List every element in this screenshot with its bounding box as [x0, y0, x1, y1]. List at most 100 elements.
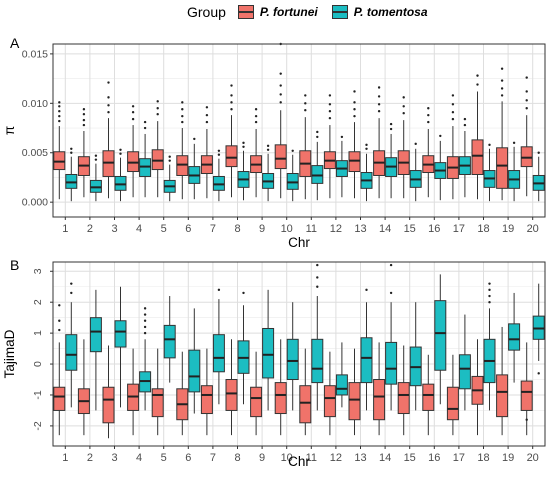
box [397, 382, 410, 415]
y-tick-label: 3 [32, 268, 44, 274]
outlier-point [451, 111, 455, 114]
box [262, 327, 275, 379]
outlier-point [389, 291, 393, 295]
x-tick-label: 1 [62, 223, 68, 235]
outlier-point [402, 96, 405, 99]
outlier-point [439, 134, 442, 138]
box [458, 354, 471, 390]
outlier-point [279, 72, 282, 75]
y-tick-label: -2 [32, 421, 44, 430]
outlier-point [427, 113, 430, 117]
outlier-point [82, 118, 86, 122]
outlier-point [365, 288, 368, 292]
outlier-point [131, 111, 135, 114]
outlier-point [254, 108, 258, 111]
y-tick-label: 1 [32, 330, 44, 336]
outlier-point [340, 135, 344, 139]
outlier-point [328, 116, 332, 120]
box [89, 317, 102, 353]
outlier-point [254, 120, 258, 124]
y-tick-label: -1 [32, 390, 44, 399]
x-tick-label: 10 [281, 452, 293, 464]
x-tick-label: 18 [477, 223, 489, 235]
outlier-point [70, 147, 73, 150]
x-tick-label: 19 [502, 452, 514, 464]
box [348, 382, 361, 421]
outlier-point [427, 120, 430, 124]
y-tick-label: 0.015 [22, 48, 48, 60]
x-tick-label: 8 [234, 223, 240, 235]
outlier-point [488, 301, 491, 304]
y-tick-label: 0.010 [22, 98, 48, 110]
x-axis-title: Chr [288, 454, 310, 469]
outlier-point [217, 149, 221, 152]
box [508, 323, 521, 351]
box [65, 334, 78, 371]
outlier-point [181, 120, 184, 124]
x-tick-label: 11 [306, 452, 317, 464]
outlier-point [230, 94, 233, 97]
outlier-point [377, 95, 381, 98]
outlier-point [242, 291, 245, 295]
outlier-point [365, 143, 368, 147]
outlier-point [488, 282, 491, 285]
outlier-point [488, 288, 491, 292]
outlier-point [107, 96, 110, 99]
outlier-point [525, 76, 528, 79]
box [151, 388, 164, 418]
box [471, 139, 484, 175]
outlier-point [70, 151, 73, 154]
outlier-point [82, 108, 86, 111]
legend-label-fortunei: P. fortunei [259, 5, 318, 19]
y-tick-label: 0 [32, 361, 44, 367]
box [274, 144, 287, 170]
box [446, 386, 459, 421]
outlier-point [156, 100, 159, 103]
outlier-point [181, 114, 184, 118]
legend: Group P. fortunei P. tomentosa [0, 0, 550, 30]
box [385, 341, 398, 385]
box [250, 386, 263, 418]
outlier-point [525, 99, 528, 102]
box [323, 385, 336, 418]
outlier-point [353, 114, 356, 118]
x-tick-label: 13 [354, 223, 366, 235]
outlier-point [230, 84, 233, 87]
outlier-point [205, 120, 209, 124]
outlier-point [266, 148, 270, 151]
x-tick-label: 3 [111, 452, 117, 464]
outlier-point [316, 276, 319, 279]
x-tick-label: 14 [379, 452, 391, 464]
box [102, 386, 115, 424]
x-tick-label: 3 [111, 223, 117, 235]
box [335, 374, 348, 396]
outlier-point [156, 107, 159, 110]
x-tick-label: 16 [428, 223, 440, 235]
x-tick-label: 20 [527, 452, 539, 464]
box [188, 349, 201, 393]
outlier-point [512, 141, 516, 145]
outlier-point [500, 67, 504, 70]
outlier-point [58, 114, 61, 118]
outlier-point [525, 418, 528, 421]
y-tick-label: 2 [32, 299, 44, 305]
outlier-point [365, 147, 368, 150]
x-tick-label: 9 [259, 452, 265, 464]
outlier-point [328, 94, 332, 97]
x-tick-label: 2 [87, 452, 93, 464]
outlier-point [389, 122, 393, 126]
outlier-point [463, 117, 467, 121]
box [286, 338, 299, 381]
outlier-point [377, 103, 381, 106]
box [311, 338, 324, 384]
outlier-point [316, 135, 319, 139]
x-tick-label: 4 [136, 452, 142, 464]
outlier-point [316, 130, 319, 134]
outlier-point [181, 101, 184, 104]
outlier-point [304, 102, 307, 105]
box [422, 383, 435, 411]
outlier-point [58, 110, 61, 113]
outlier-point [107, 111, 110, 114]
panel-border [52, 261, 546, 447]
